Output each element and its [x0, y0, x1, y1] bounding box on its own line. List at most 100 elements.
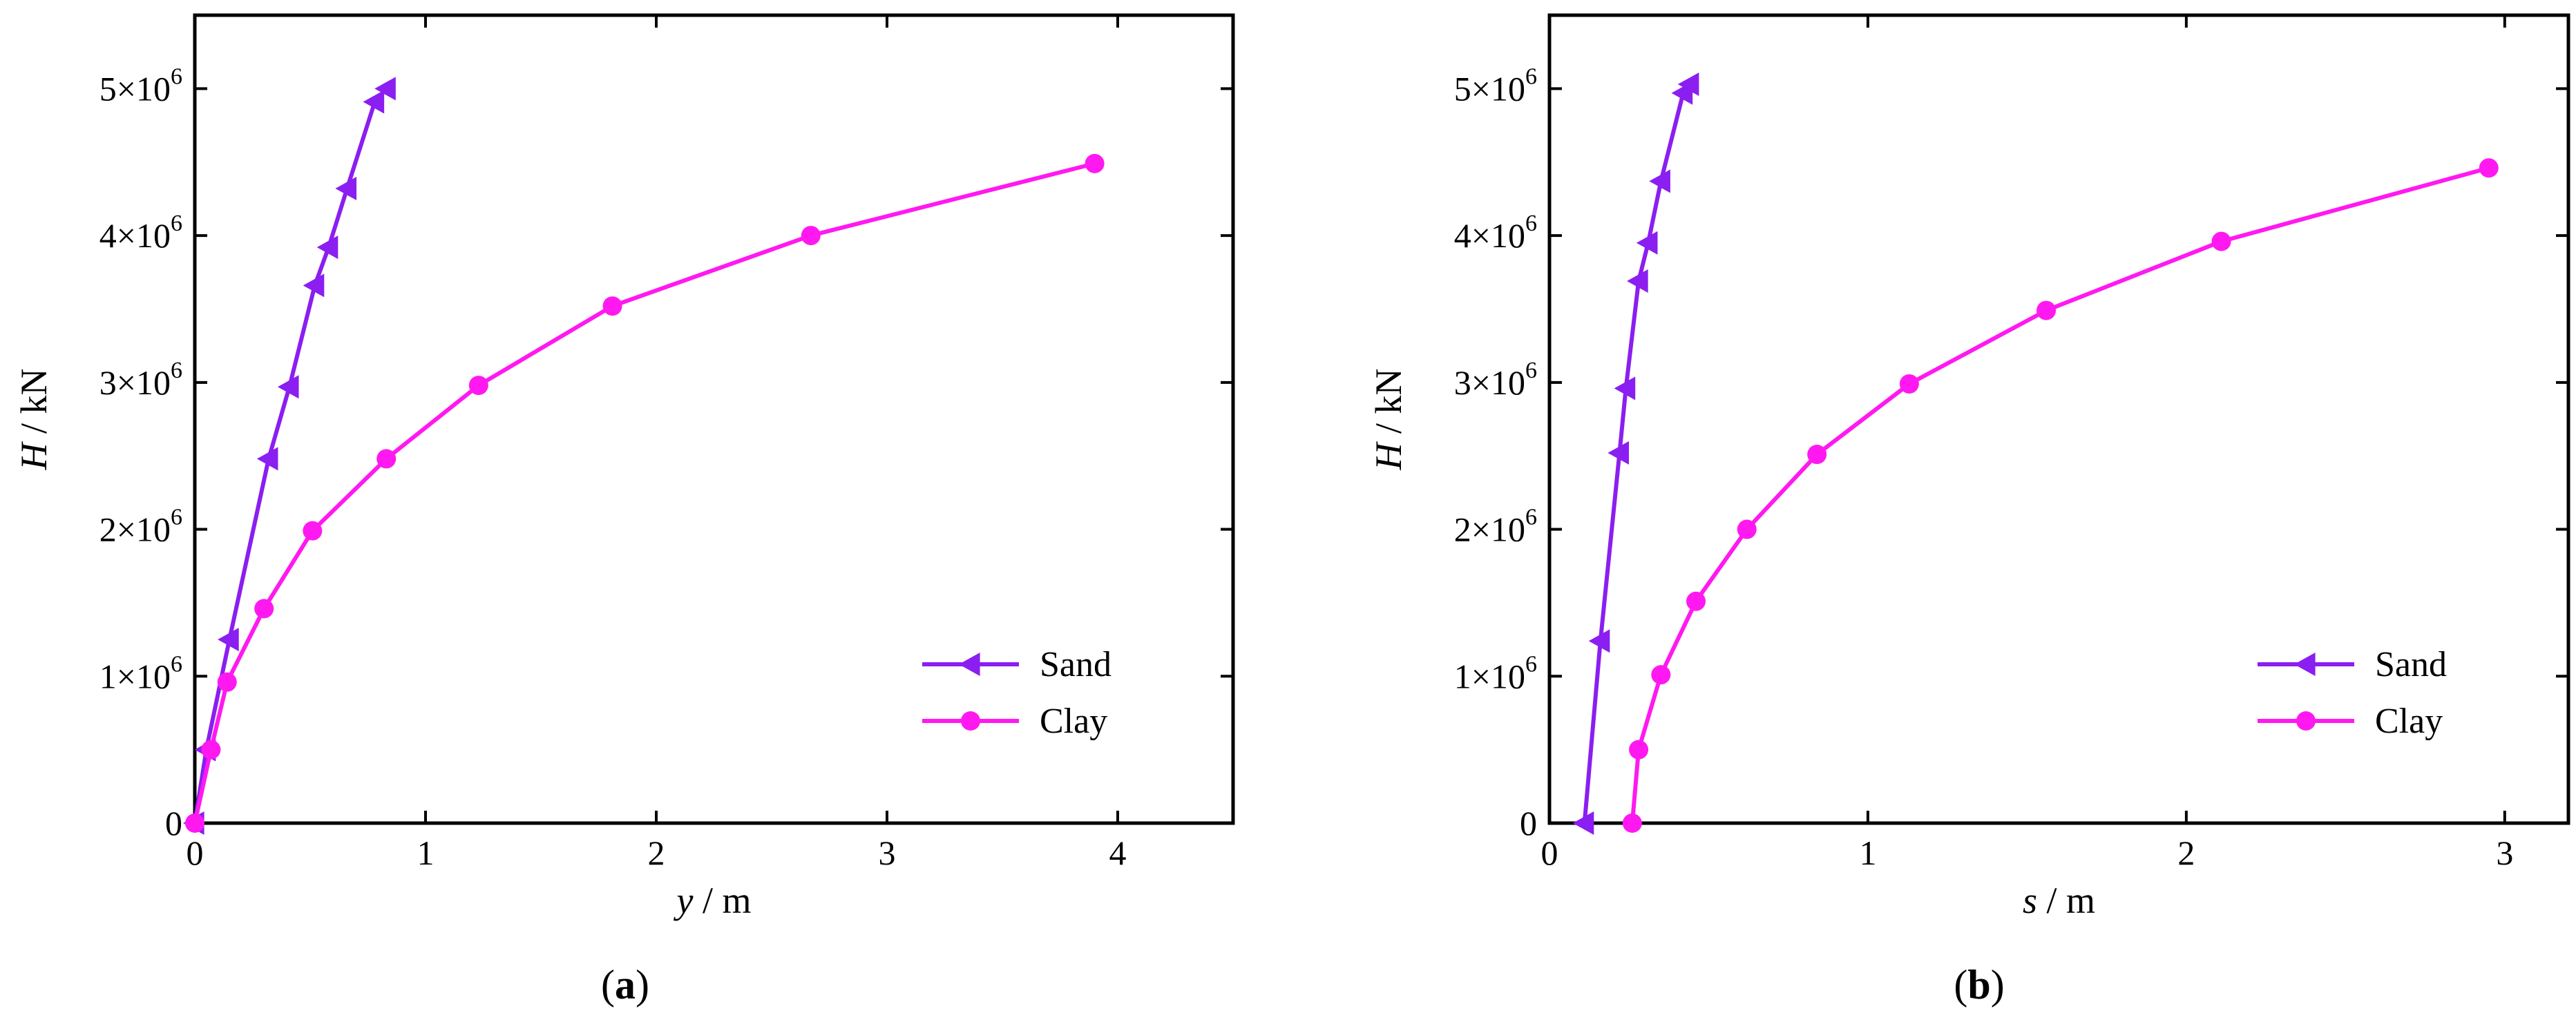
x-axis-label: y / m [674, 880, 752, 921]
data-point [303, 273, 325, 298]
legend-label: Sand [2375, 645, 2447, 684]
data-point [218, 628, 239, 652]
y-tick-mantissa: 2×10 [99, 510, 171, 549]
data-point [1651, 665, 1671, 685]
y-tick-label: 0 [1520, 804, 1537, 842]
data-point [468, 376, 488, 396]
y-tick-mantissa: 5×10 [99, 69, 171, 108]
y-tick-mantissa: 2×10 [1454, 510, 1525, 549]
data-point [256, 447, 278, 471]
y-tick-mantissa: 5×10 [1454, 69, 1525, 108]
x-tick-label: 2 [2177, 833, 2195, 872]
y-tick-exponent: 6 [1525, 358, 1537, 383]
data-point [1085, 153, 1105, 173]
caption-close-paren: ) [1991, 962, 2005, 1007]
panel-caption: (a) [601, 962, 649, 1007]
data-point [374, 77, 396, 101]
y-axis-unit: / kN [13, 369, 55, 443]
y-tick-mantissa: 0 [165, 804, 182, 842]
legend-entry-sand: Sand [2258, 645, 2447, 684]
x-tick-label: 3 [879, 833, 896, 872]
data-point [277, 375, 299, 399]
caption-letter: b [1967, 962, 1990, 1007]
y-tick-label: 2×106 [1454, 505, 1537, 549]
y-axis-label: H / kN [13, 369, 55, 471]
legend-label: Sand [1040, 645, 1112, 684]
x-axis-symbol: y [674, 880, 694, 921]
data-point [602, 296, 622, 316]
x-tick-label: 0 [187, 833, 204, 872]
series-clay [185, 153, 1105, 833]
y-axis-label: H / kN [1368, 369, 1409, 471]
data-point [376, 449, 397, 469]
y-tick-mantissa: 4×10 [99, 216, 171, 255]
data-point [1588, 629, 1610, 653]
x-axis-symbol: s [2023, 880, 2037, 921]
y-tick-label: 5×106 [99, 64, 182, 108]
caption-close-paren: ) [636, 962, 649, 1007]
x-tick-label: 2 [648, 833, 665, 872]
y-tick-label: 3×106 [1454, 358, 1537, 402]
y-tick-mantissa: 3×10 [1454, 363, 1525, 402]
legend-label: Clay [1040, 702, 1107, 741]
y-axis-symbol: H [13, 441, 55, 471]
data-point [1649, 169, 1670, 193]
data-point [1614, 376, 1636, 401]
data-point [1737, 519, 1757, 539]
series-line [1630, 166, 2490, 824]
legend-entry-clay: Clay [922, 702, 1107, 741]
y-tick-mantissa: 1×10 [1454, 657, 1525, 695]
data-point [1899, 374, 1919, 394]
y-tick-mantissa: 0 [1520, 804, 1537, 842]
y-tick-exponent: 6 [1525, 211, 1537, 236]
legend-marker [959, 653, 980, 676]
plot-frame [193, 13, 1235, 825]
x-tick-label: 4 [1109, 833, 1127, 872]
series-line [1582, 83, 1692, 824]
data-point [1572, 811, 1594, 835]
x-axis-label: s / m [2023, 880, 2095, 921]
y-tick-exponent: 6 [1525, 505, 1537, 530]
legend-marker [2296, 711, 2316, 731]
chart-a: 0 1 2 3 4 0 1×10 6 2×106 3×106 4×106 5×106 H / kN y /… [13, 13, 1235, 1007]
data-point [363, 90, 385, 114]
y-tick-label: 3×106 [99, 358, 182, 402]
data-point [316, 235, 338, 260]
y-tick-exponent: 6 [171, 358, 182, 383]
y-tick-exponent: 6 [1525, 64, 1537, 89]
legend-marker [2294, 653, 2316, 676]
panel-caption: (b) [1954, 962, 2004, 1007]
y-tick-label: 2×106 [99, 505, 182, 549]
data-point [801, 226, 821, 246]
data-point [185, 813, 204, 833]
y-tick-label: 4×106 [99, 211, 182, 255]
y-tick-mantissa: 1×10 [99, 657, 171, 695]
caption-letter: a [615, 962, 636, 1007]
x-tick-label: 1 [1859, 833, 1876, 872]
y-tick-label: 4×106 [1454, 211, 1537, 255]
series-line [193, 87, 388, 824]
legend-entry-sand: Sand [922, 645, 1112, 684]
data-point [303, 521, 323, 541]
data-point [1627, 269, 1648, 293]
legend-entry-clay: Clay [2258, 702, 2443, 741]
x-axis-unit: / m [693, 880, 751, 921]
data-point [2036, 300, 2057, 320]
y-tick-mantissa: 3×10 [99, 363, 171, 402]
data-point [254, 599, 274, 619]
caption-open-paren: ( [601, 962, 615, 1007]
data-point [1607, 441, 1630, 465]
caption-open-paren: ( [1954, 962, 1967, 1007]
series-clay [1622, 158, 2499, 833]
data-point [1686, 591, 1706, 611]
data-point [201, 740, 221, 760]
data-point [2479, 158, 2499, 178]
data-point [1636, 231, 1658, 255]
x-tick-label: 1 [417, 833, 435, 872]
data-point [2211, 231, 2231, 251]
data-point [1677, 72, 1699, 96]
legend-marker [961, 711, 980, 731]
data-point [1807, 445, 1827, 465]
